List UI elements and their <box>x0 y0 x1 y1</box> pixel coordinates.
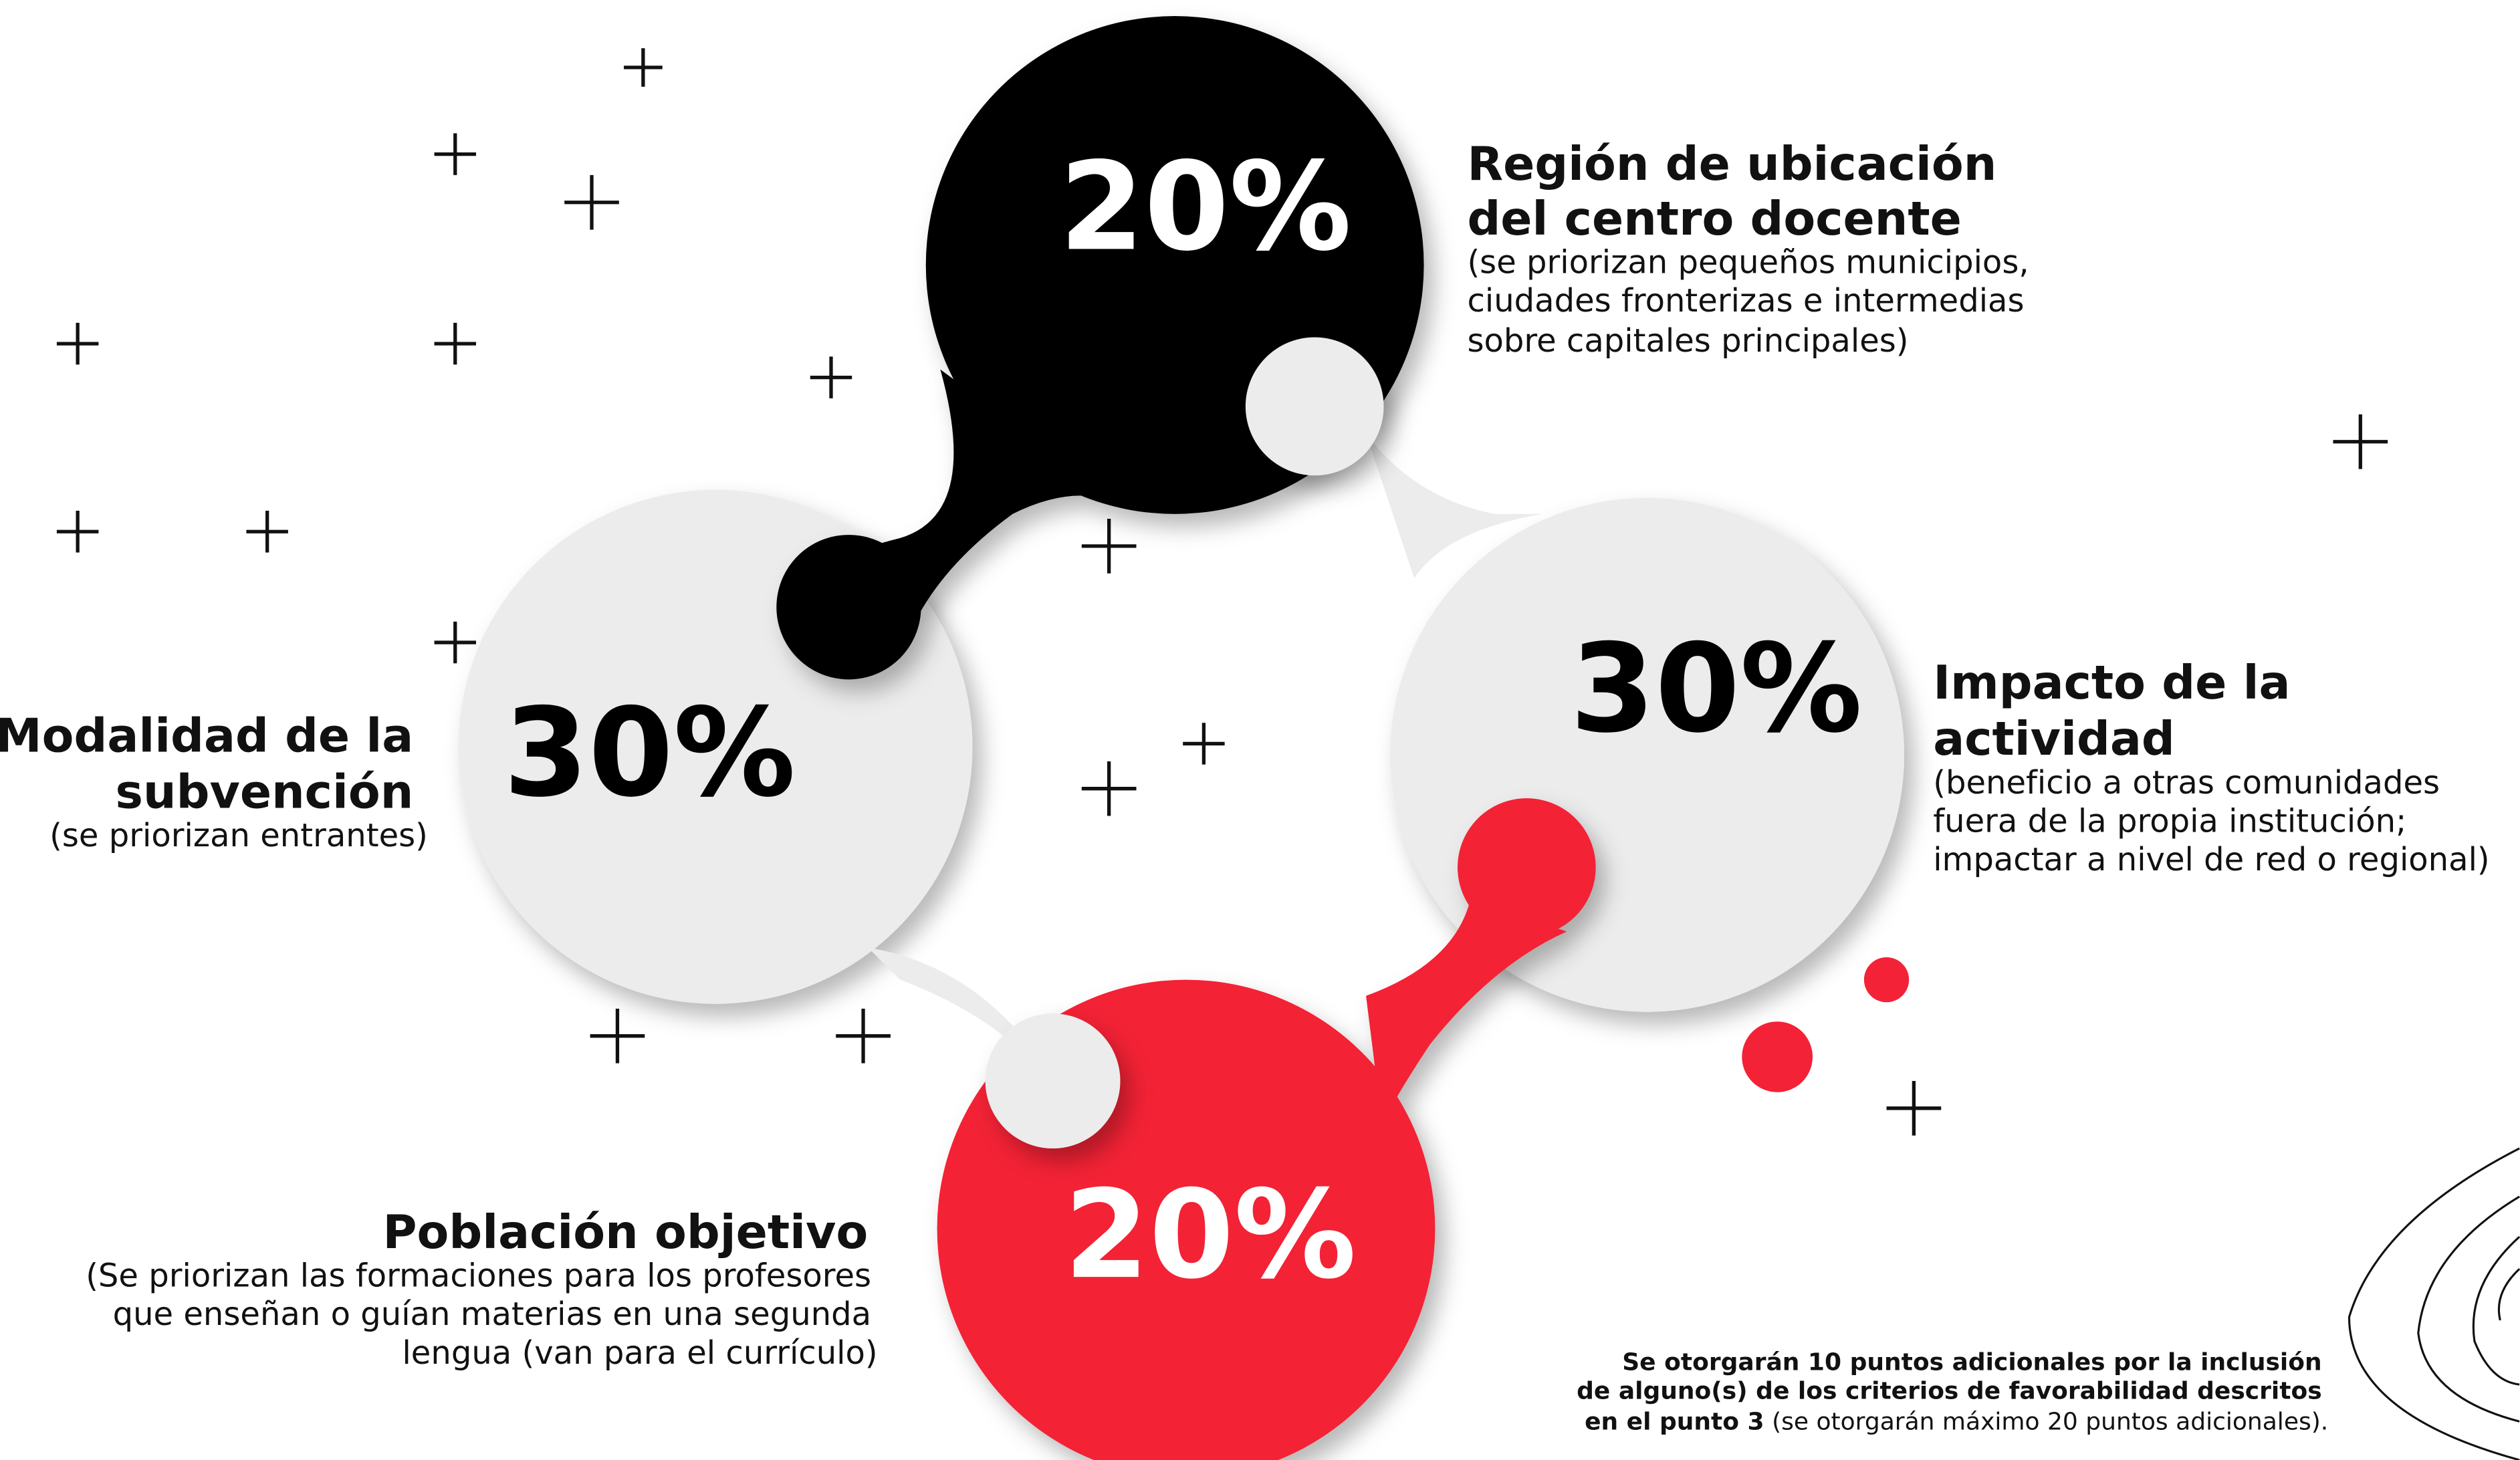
infographic: 20% 30% 30% 20% Región de ubicación del … <box>0 0 2520 1460</box>
title: actividad <box>1933 712 2174 766</box>
note-bold: en el punto 3 <box>1585 1408 1764 1435</box>
dot <box>1742 1021 1813 1092</box>
description: fuera de la propia institución; <box>1933 803 2406 840</box>
title: Modalidad de la <box>0 709 413 763</box>
small-circle <box>1246 338 1384 476</box>
description: lengua (van para el currículo) <box>402 1334 877 1372</box>
title: subvención <box>116 765 414 820</box>
note-tail: (se otorgarán máximo 20 puntos adicional… <box>1772 1408 2328 1435</box>
swirl <box>2349 1148 2519 1460</box>
title: del centro docente <box>1467 192 1961 246</box>
description: impactar a nivel de red o regional) <box>1933 841 2489 878</box>
description: (beneficio a otras comunidades <box>1933 764 2440 802</box>
percent: 20% <box>1064 1165 1356 1306</box>
percent: 20% <box>1059 136 1351 278</box>
percent: 30% <box>503 683 796 824</box>
description: (se priorizan pequeños municipios, <box>1467 243 2029 281</box>
small-circle <box>986 1013 1121 1148</box>
note: de alguno(s) de los criterios de favorab… <box>1577 1378 2322 1405</box>
description: (se priorizan entrantes) <box>49 817 428 854</box>
title: Impacto de la <box>1933 656 2290 710</box>
percent: 30% <box>1570 618 1862 760</box>
note: en el punto 3 (se otorgarán máximo 20 pu… <box>1585 1408 2328 1435</box>
description: sobre capitales principales) <box>1467 322 1908 360</box>
description: (Se priorizan las formaciones para los p… <box>86 1257 871 1295</box>
page: 20% 30% 30% 20% Región de ubicación del … <box>0 0 2520 1460</box>
description: ciudades fronterizas e intermedias <box>1467 282 2024 320</box>
title: Población objetivo <box>382 1205 868 1259</box>
note: Se otorgarán 10 puntos adicionales por l… <box>1622 1348 2321 1376</box>
description: que enseñan o guían materias en una segu… <box>113 1296 871 1333</box>
dot <box>1864 957 1909 1002</box>
title: Región de ubicación <box>1467 137 1996 191</box>
